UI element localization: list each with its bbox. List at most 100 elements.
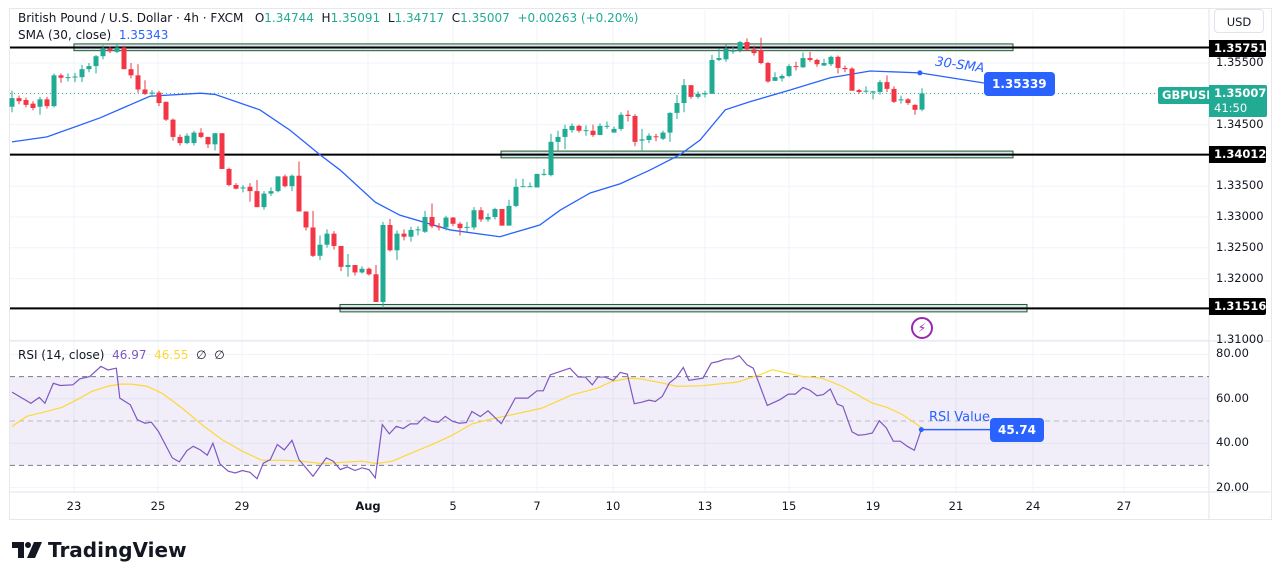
rsi-value: 46.97 [112,348,147,362]
candle [205,136,211,149]
candle-body [303,211,309,228]
candle [905,98,911,105]
candle [506,199,512,226]
candle [310,210,316,258]
candle [765,61,771,83]
candle [674,95,680,120]
candle-body [163,101,169,120]
candle [51,73,57,108]
candle [170,118,176,141]
close-value: 1.35007 [460,11,510,25]
candle-body [282,176,288,187]
candle [282,174,288,188]
candle [338,245,344,272]
tradingview-logo[interactable]: TradingView [12,538,187,562]
candle-body [401,233,407,237]
candle-body [296,175,302,212]
candle [408,226,414,242]
rsi-callout[interactable]: 45.74 [990,418,1044,442]
candle [394,230,400,261]
candle [702,90,708,98]
candle-body [58,75,64,78]
candle [807,51,813,62]
candle [618,112,624,131]
rsi-tick-label: 20.00 [1216,479,1249,494]
candle [212,133,218,151]
candle-body [331,233,337,246]
price-tick-label: 1.31000 [1216,332,1264,347]
open-value: 1.34744 [264,11,314,25]
candle-body [345,265,351,267]
candle-body [16,98,22,102]
sma-legend[interactable]: SMA (30, close) 1.35343 [18,28,168,42]
candle [884,75,890,92]
candle [65,73,71,82]
candle-body [730,50,736,52]
candle [646,133,652,144]
candle-body [590,130,596,136]
candle-body [625,114,631,116]
rsi-legend[interactable]: RSI (14, close) 46.97 46.55 ∅ ∅ [18,348,225,362]
candle [583,125,589,136]
candle [289,174,295,192]
candle-body [506,205,512,226]
candle [121,45,127,70]
low-label: L [387,11,395,25]
candle [695,91,701,99]
candle [534,173,540,188]
sma-callout[interactable]: 1.35339 [984,72,1055,96]
candle [856,88,862,94]
candle [226,167,232,187]
candle-body [359,268,365,273]
candle [737,40,743,53]
candle [156,90,162,107]
candle-body [576,125,582,131]
rsi-tick-label: 80.00 [1216,346,1249,361]
candle-body [905,99,911,104]
candle [632,114,638,147]
candle-body [226,168,232,185]
candle-body [352,265,358,273]
candle-body [177,136,183,144]
candle-body [898,99,904,101]
candle [79,64,85,83]
candle [548,133,554,177]
candle [779,74,785,82]
candle-body [513,186,519,206]
candle [135,64,141,93]
chart-canvas[interactable] [0,0,1281,530]
candle [198,128,204,139]
low-value: 1.34717 [394,11,445,25]
candle-body [408,229,414,237]
rsi-annotation-text[interactable]: RSI Value [929,410,990,425]
lightning-event-icon[interactable]: ⚡ [911,317,933,339]
level-tag-3: 1.31516 [1209,298,1266,315]
candle [450,217,456,227]
candle [443,215,449,231]
candle [401,229,407,241]
candle [520,178,526,188]
candle [247,183,253,202]
candle-body [611,128,617,133]
candle [331,231,337,250]
candle-body [884,82,890,89]
candle [219,133,225,169]
candle-body [387,225,393,251]
candle [814,58,820,67]
candle-body [646,135,652,140]
candle [639,128,645,152]
candle-body [457,223,463,229]
candle-body [114,47,120,52]
rsi-label: RSI (14, close) [18,348,105,362]
currency-button[interactable]: USD [1214,9,1264,33]
candle-body [688,85,694,97]
rsi-line [11,355,922,480]
candle [730,46,736,54]
candle-body [520,186,526,188]
sma-value: 1.35343 [118,28,169,42]
candle-body [786,66,792,76]
candle-body [240,187,246,189]
current-price: 1.35007 [1214,86,1267,100]
high-label: H [321,11,331,25]
candle-body [443,217,449,228]
